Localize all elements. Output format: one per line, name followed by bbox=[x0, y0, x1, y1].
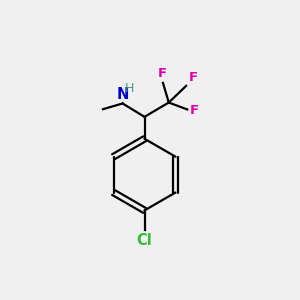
Text: N: N bbox=[116, 87, 129, 102]
Text: F: F bbox=[190, 104, 199, 117]
Text: F: F bbox=[157, 67, 167, 80]
Text: Cl: Cl bbox=[136, 233, 152, 248]
Text: H: H bbox=[124, 82, 134, 95]
Text: F: F bbox=[188, 71, 197, 84]
